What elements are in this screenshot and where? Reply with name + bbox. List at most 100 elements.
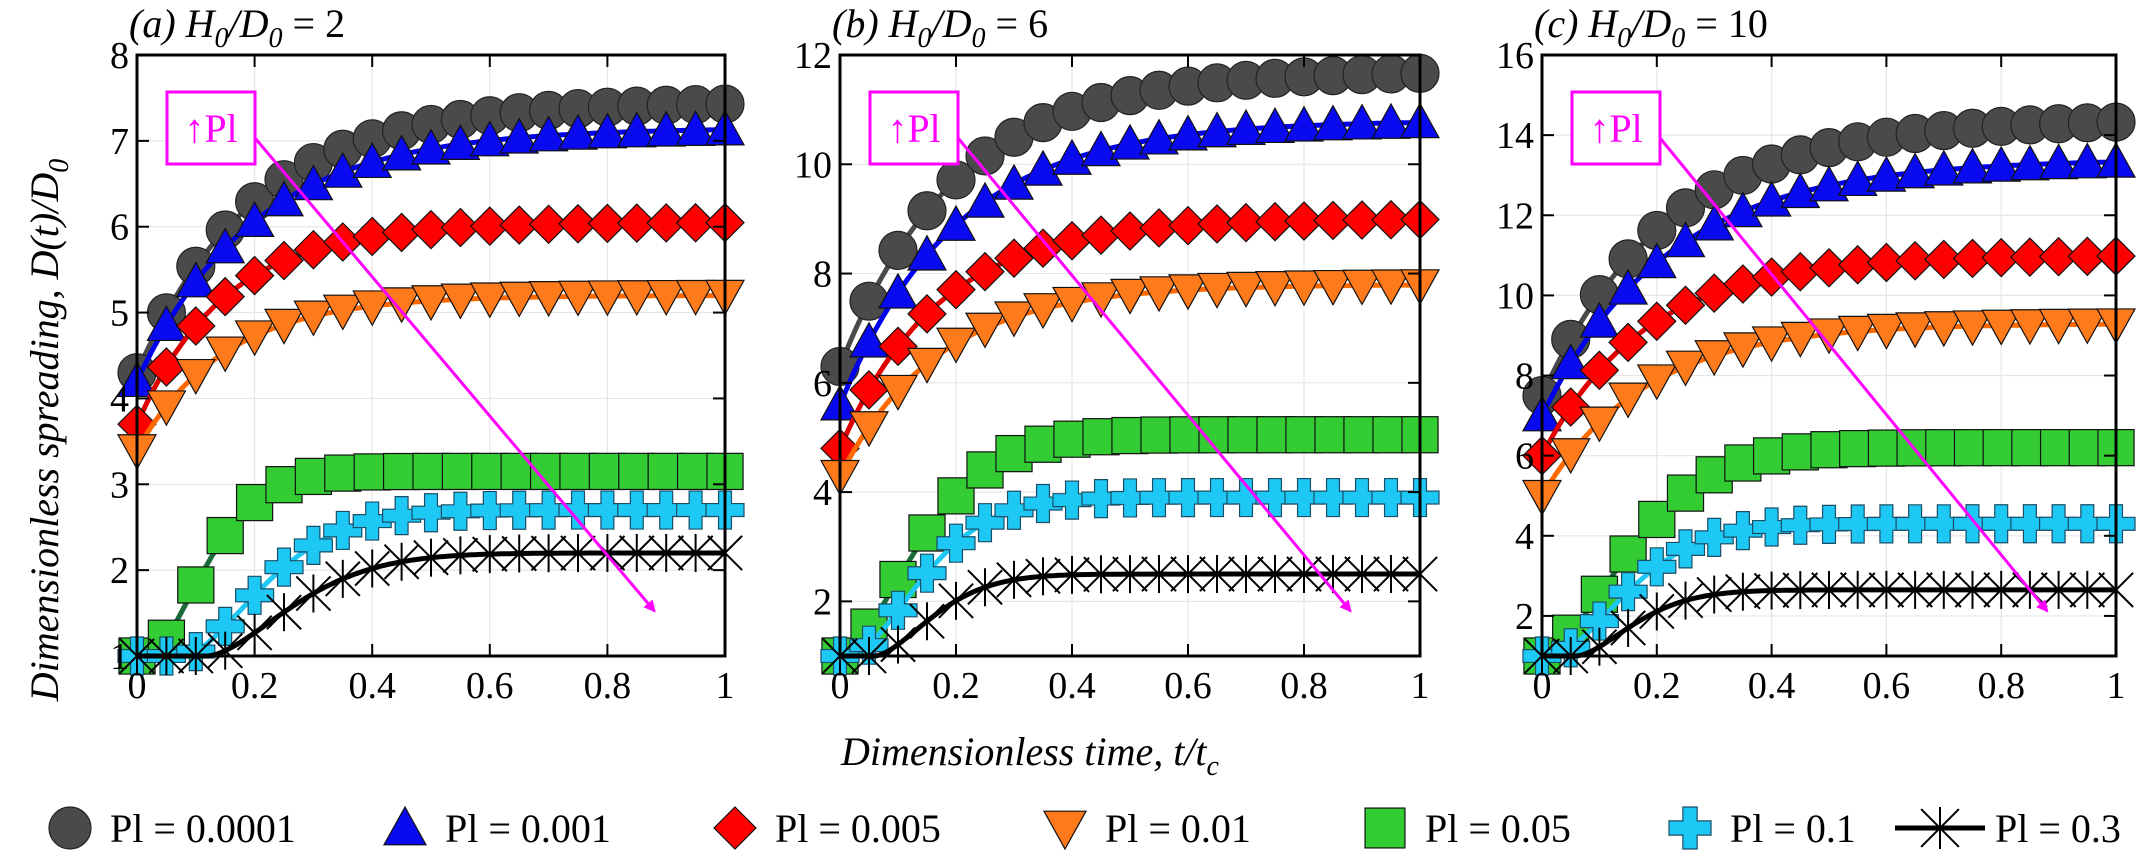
data-point — [1751, 326, 1792, 363]
data-point — [1168, 205, 1208, 246]
data-point — [1866, 155, 1907, 192]
legend-label: Pl = 0.05 — [1425, 806, 1571, 851]
data-point — [878, 326, 918, 367]
data-point — [616, 280, 657, 317]
data-point — [1866, 313, 1907, 350]
data-point — [877, 374, 919, 411]
x-tick-label: 0.8 — [1280, 665, 1328, 707]
data-point — [1952, 310, 1993, 347]
data-point — [1197, 204, 1237, 244]
data-point — [175, 358, 216, 395]
data-point — [1694, 204, 1735, 241]
data-point — [1579, 350, 1620, 391]
trend-arrow — [956, 137, 1352, 613]
data-point — [1344, 555, 1380, 594]
data-point — [499, 490, 539, 530]
data-point — [936, 269, 976, 310]
data-point — [848, 411, 890, 448]
y-tick-label: 14 — [1496, 115, 1534, 157]
data-point — [499, 117, 540, 154]
data-point — [646, 110, 687, 147]
data-point — [1080, 130, 1122, 167]
annotation-label: ↑Pl — [887, 106, 940, 151]
data-point — [1808, 165, 1850, 202]
x-tick-label: 0.4 — [1748, 665, 1796, 707]
x-tick-label: 0.2 — [1633, 665, 1681, 707]
data-point — [528, 204, 569, 245]
legend-marker — [48, 806, 92, 850]
data-point — [1052, 480, 1092, 520]
data-point — [1109, 123, 1151, 160]
data-point — [354, 549, 391, 588]
data-point — [1665, 529, 1706, 569]
data-point — [1637, 547, 1677, 587]
data-point — [1196, 272, 1238, 309]
data-point — [293, 525, 333, 565]
data-point — [1315, 555, 1351, 594]
data-point — [381, 212, 422, 253]
data-point — [1254, 270, 1296, 308]
data-point — [413, 538, 449, 577]
legend-item: Pl = 0.3 — [1895, 806, 2121, 851]
data-point — [877, 272, 919, 309]
data-point — [994, 238, 1034, 279]
data-point — [1138, 276, 1180, 313]
data-point — [2067, 504, 2107, 544]
data-point — [1286, 555, 1322, 594]
data-point — [206, 516, 244, 555]
data-point — [964, 181, 1006, 218]
data-point — [1751, 507, 1792, 547]
data-point — [935, 204, 977, 241]
data-point — [1341, 269, 1383, 306]
data-point — [1694, 340, 1735, 377]
series-0.0001 — [117, 84, 745, 393]
y-tick-label: 10 — [794, 144, 832, 186]
data-point — [263, 308, 305, 345]
y-tick-label: 6 — [813, 363, 832, 405]
x-tick-label: 0.2 — [231, 665, 279, 707]
data-point — [618, 533, 655, 572]
plot-frame — [1540, 53, 2118, 658]
y-tick-label: 12 — [1496, 195, 1534, 237]
data-point — [907, 294, 947, 334]
data-point — [587, 280, 628, 317]
data-point — [878, 230, 918, 270]
data-point — [1923, 239, 1964, 280]
data-point — [1780, 321, 1821, 358]
legend-item: Pl = 0.1 — [1668, 806, 1856, 851]
data-point — [1170, 555, 1206, 594]
data-point — [1808, 318, 1850, 355]
data-point — [469, 206, 510, 246]
legend: Pl = 0.0001 Pl = 0.001 Pl = 0.005 Pl = 0.01… — [48, 805, 2121, 851]
data-point — [849, 370, 889, 410]
data-point — [964, 312, 1006, 349]
data-point — [1313, 200, 1353, 241]
data-point — [1550, 387, 1591, 427]
data-point — [1341, 103, 1383, 140]
data-point — [1370, 102, 1412, 139]
data-point — [1722, 191, 1763, 228]
data-point — [1923, 311, 1964, 348]
data-point — [1665, 285, 1706, 326]
y-tick-label: 6 — [1515, 436, 1534, 478]
data-point — [1284, 201, 1324, 241]
data-point — [2038, 504, 2079, 544]
data-point — [1866, 504, 1907, 544]
data-point — [528, 115, 569, 152]
x-tick-label: 0 — [128, 665, 147, 707]
panel-title: (b) H0/D0 = 6 — [832, 1, 1048, 54]
data-point — [323, 510, 363, 551]
data-point — [938, 581, 974, 620]
data-point — [1109, 278, 1151, 315]
data-point — [442, 536, 479, 575]
data-point — [1225, 108, 1267, 145]
data-point — [1342, 477, 1382, 518]
legend-marker — [382, 805, 428, 846]
data-point — [1022, 293, 1064, 330]
data-point — [1022, 149, 1064, 186]
data-point — [1373, 555, 1409, 594]
data-point — [906, 347, 948, 384]
